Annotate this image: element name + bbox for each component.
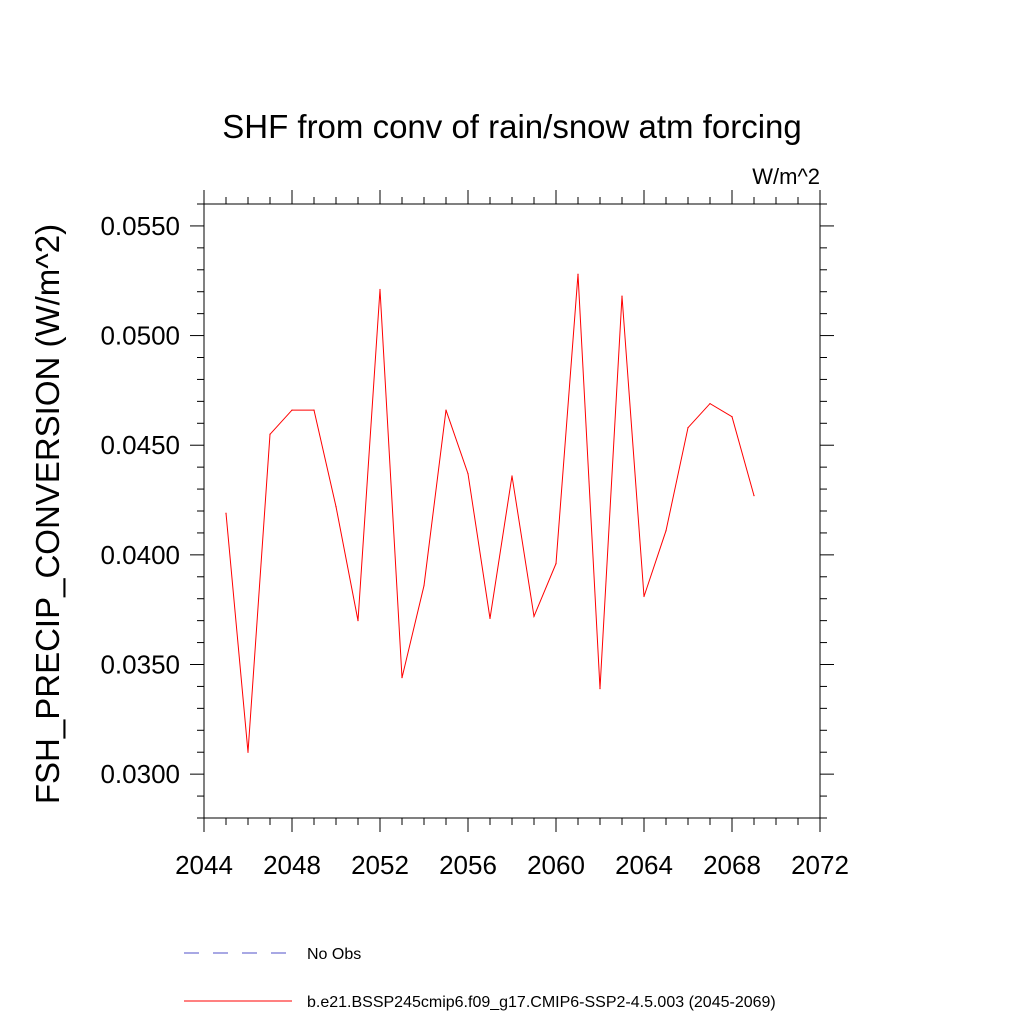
y-tick-label: 0.0350 (100, 650, 180, 680)
x-tick-label: 2056 (439, 850, 497, 880)
data-point (665, 530, 667, 532)
y-tick-label: 0.0500 (100, 321, 180, 351)
legend-label-series: b.e21.BSSP245cmip6.f09_g17.CMIP6-SSP2-4.… (307, 994, 776, 1011)
data-point (533, 615, 535, 617)
y-tick-label: 0.0400 (100, 540, 180, 570)
data-point (687, 427, 689, 429)
y-tick-label: 0.0550 (100, 211, 180, 241)
data-point (731, 416, 733, 418)
data-point (225, 512, 227, 514)
data-point (269, 433, 271, 435)
data-point (489, 617, 491, 620)
y-tick-label: 0.0450 (100, 430, 180, 460)
series-points (225, 273, 755, 753)
data-point (313, 409, 315, 411)
data-point (577, 273, 579, 275)
x-tick-labels: 2044 2048 2052 2056 2060 2064 2068 2072 (175, 850, 849, 880)
data-point (643, 595, 645, 598)
legend-label-no-obs: No Obs (307, 946, 361, 963)
plot-frame (203, 203, 821, 819)
data-point (709, 402, 711, 405)
y-axis-label: FSH_PRECIP_CONVERSION (W/m^2) (29, 224, 66, 804)
data-point (357, 620, 359, 622)
data-point (247, 751, 249, 753)
minor-ticks (197, 197, 827, 825)
data-point (379, 288, 381, 291)
x-tick-label: 2052 (351, 850, 409, 880)
data-point (753, 495, 755, 497)
x-tick-label: 2072 (791, 850, 849, 880)
series-line (225, 274, 755, 753)
data-point (401, 677, 403, 679)
data-point (599, 688, 601, 690)
data-point (423, 584, 425, 587)
x-tick-label: 2060 (527, 850, 585, 880)
legend: No Obs b.e21.BSSP245cmip6.f09_g17.CMIP6-… (184, 946, 776, 1011)
units-label: W/m^2 (752, 164, 820, 189)
data-point (467, 473, 469, 475)
x-tick-label: 2064 (615, 850, 673, 880)
data-point (445, 409, 447, 411)
major-ticks (190, 190, 834, 832)
y-tick-labels: 0.0300 0.0350 0.0400 0.0450 0.0500 0.0550 (100, 211, 180, 789)
data-point (335, 506, 337, 508)
chart-title: SHF from conv of rain/snow atm forcing (222, 108, 802, 145)
x-tick-label: 2044 (175, 850, 233, 880)
data-point (511, 475, 513, 477)
x-tick-label: 2048 (263, 850, 321, 880)
x-tick-label: 2068 (703, 850, 761, 880)
series-lines (225, 274, 755, 753)
data-point (555, 563, 557, 565)
y-tick-label: 0.0300 (100, 759, 180, 789)
data-point (621, 295, 623, 297)
data-point (291, 409, 293, 411)
